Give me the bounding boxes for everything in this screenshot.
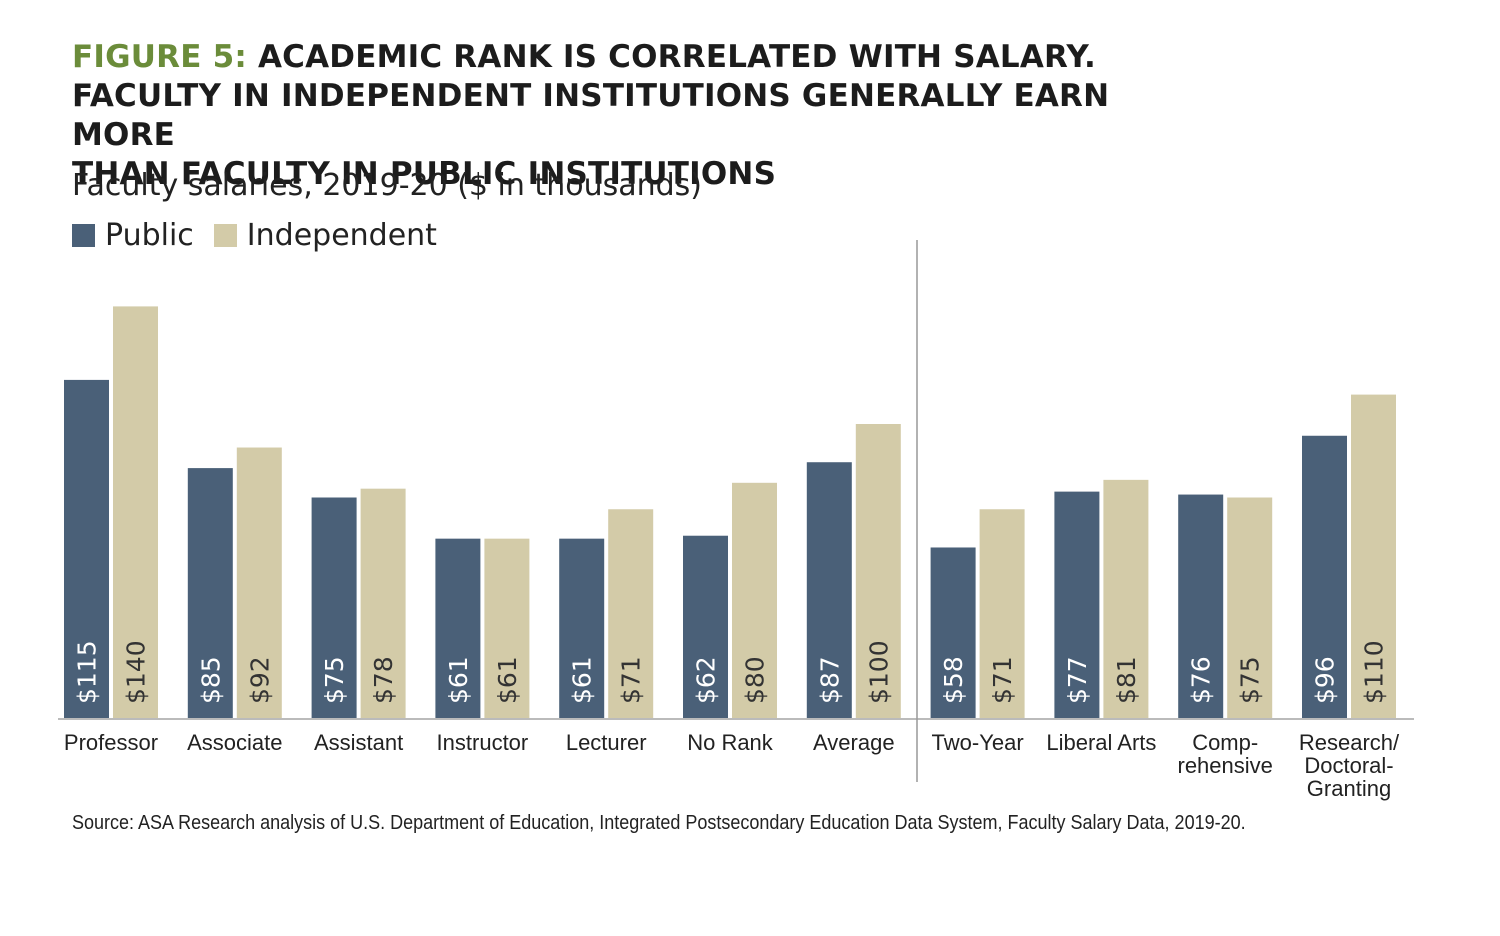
category-label-4: Lecturer bbox=[566, 730, 647, 755]
category-label-9: Comp-rehensive bbox=[1178, 730, 1273, 778]
bar-value-label-independent-0: $140 bbox=[122, 640, 151, 704]
bar-independent-5 bbox=[732, 482, 777, 718]
category-label-line: Average bbox=[813, 730, 895, 755]
category-label-3: Instructor bbox=[437, 730, 529, 755]
bar-public-2 bbox=[311, 497, 357, 718]
chart-title: FIGURE 5: ACADEMIC RANK IS CORRELATED WI… bbox=[72, 38, 1222, 194]
bar-public-0 bbox=[64, 379, 109, 718]
bar-public-5 bbox=[683, 535, 728, 718]
bar-value-label-independent-1: $92 bbox=[245, 656, 274, 704]
category-label-10: Research/Doctoral-Granting bbox=[1299, 730, 1400, 801]
bar-independent-1 bbox=[236, 447, 282, 718]
title-line-1: ACADEMIC RANK IS CORRELATED WITH SALARY. bbox=[257, 39, 1096, 75]
bar-value-label-independent-8: $81 bbox=[1112, 656, 1141, 704]
bar-independent-9 bbox=[1227, 497, 1273, 718]
category-label-8: Liberal Arts bbox=[1046, 730, 1156, 755]
category-label-6: Average bbox=[813, 730, 895, 755]
source-note: Source: ASA Research analysis of U.S. De… bbox=[72, 812, 1246, 834]
legend-item-independent: Independent bbox=[213, 218, 437, 253]
bar-public-8 bbox=[1054, 491, 1100, 718]
bar-independent-4 bbox=[608, 509, 654, 718]
bar-public-6 bbox=[806, 462, 852, 718]
bar-public-10 bbox=[1302, 435, 1347, 718]
bar-value-label-public-0: $115 bbox=[73, 640, 102, 704]
category-label-line: No Rank bbox=[687, 730, 774, 755]
bar-value-label-public-8: $77 bbox=[1063, 656, 1092, 704]
category-label-line: Associate bbox=[187, 730, 282, 755]
bar-public-7 bbox=[930, 547, 976, 718]
category-label-line: Two-Year bbox=[932, 730, 1024, 755]
category-label-line: Research/ bbox=[1299, 730, 1400, 755]
bar-value-label-independent-5: $80 bbox=[741, 656, 770, 704]
category-label-line: rehensive bbox=[1178, 753, 1273, 778]
category-label-1: Associate bbox=[187, 730, 282, 755]
bar-value-label-independent-10: $110 bbox=[1360, 640, 1389, 704]
category-label-7: Two-Year bbox=[932, 730, 1024, 755]
bar-value-label-independent-7: $71 bbox=[988, 656, 1017, 704]
bar-independent-10 bbox=[1351, 394, 1396, 718]
legend-label-independent: Independent bbox=[246, 218, 437, 253]
bar-value-label-public-7: $58 bbox=[939, 656, 968, 704]
bar-value-label-public-4: $61 bbox=[568, 656, 597, 704]
bar-value-label-independent-3: $61 bbox=[493, 656, 522, 704]
bar-value-label-public-3: $61 bbox=[444, 656, 473, 704]
bar-value-label-public-5: $62 bbox=[692, 656, 721, 704]
title-line-3: THAN FACULTY IN PUBLIC INSTITUTIONS bbox=[72, 156, 777, 192]
bar-independent-0 bbox=[113, 306, 158, 718]
category-label-line: Liberal Arts bbox=[1046, 730, 1156, 755]
chart-subtitle: Faculty salaries, 2019-20 ($ in thousand… bbox=[72, 168, 702, 203]
category-label-5: No Rank bbox=[687, 730, 774, 755]
bar-independent-3 bbox=[484, 538, 530, 718]
bar-value-label-independent-9: $75 bbox=[1236, 656, 1265, 704]
bar-independent-7 bbox=[979, 509, 1025, 718]
figure-label: FIGURE 5: bbox=[72, 39, 247, 75]
bar-independent-8 bbox=[1103, 479, 1149, 718]
legend-item-public: Public bbox=[72, 218, 194, 253]
category-label-line: Granting bbox=[1307, 776, 1391, 801]
category-label-line: Assistant bbox=[314, 730, 403, 755]
bar-value-label-public-9: $76 bbox=[1187, 656, 1216, 704]
bar-public-3 bbox=[435, 538, 481, 718]
bar-value-label-independent-4: $71 bbox=[617, 656, 646, 704]
category-label-0: Professor bbox=[64, 730, 158, 755]
bar-public-1 bbox=[187, 468, 233, 718]
bar-value-label-public-1: $85 bbox=[196, 656, 225, 704]
bar-value-label-independent-6: $100 bbox=[864, 640, 893, 704]
bar-value-label-independent-2: $78 bbox=[369, 656, 398, 704]
title-line-2: FACULTY IN INDEPENDENT INSTITUTIONS GENE… bbox=[72, 78, 1110, 153]
category-label-line: Lecturer bbox=[566, 730, 647, 755]
bar-public-4 bbox=[559, 538, 605, 718]
legend: Public Independent bbox=[72, 218, 457, 253]
category-label-line: Comp- bbox=[1192, 730, 1258, 755]
legend-swatch-independent bbox=[213, 224, 237, 247]
bar-independent-6 bbox=[855, 424, 901, 718]
legend-label-public: Public bbox=[105, 218, 194, 253]
category-label-line: Professor bbox=[64, 730, 158, 755]
category-label-2: Assistant bbox=[314, 730, 403, 755]
category-label-line: Instructor bbox=[437, 730, 529, 755]
bar-value-label-public-2: $75 bbox=[320, 656, 349, 704]
bar-public-9 bbox=[1178, 494, 1224, 718]
category-label-line: Doctoral- bbox=[1304, 753, 1393, 778]
bar-value-label-public-6: $87 bbox=[815, 656, 844, 704]
bar-independent-2 bbox=[360, 488, 406, 718]
bar-value-label-public-10: $96 bbox=[1311, 656, 1340, 704]
legend-swatch-public bbox=[72, 224, 95, 247]
